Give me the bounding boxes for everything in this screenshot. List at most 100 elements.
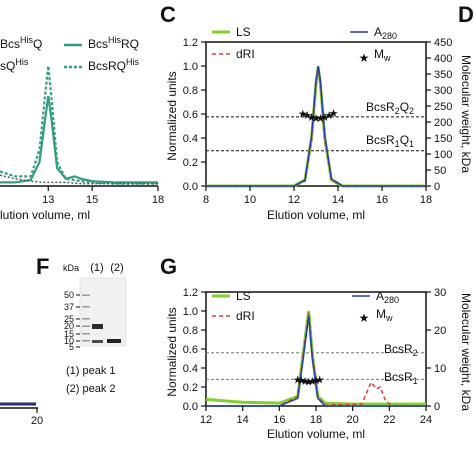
panel-c-y-tick-label: 0.6 xyxy=(183,109,198,121)
panel-c-y2-tick-label: 150 xyxy=(434,133,452,145)
legend-c-ls-label: LS xyxy=(236,25,251,39)
panel-f-letter: F xyxy=(36,254,49,279)
panel-b-x-label: lution volume, ml xyxy=(0,208,90,222)
gel-marker-label: 20 xyxy=(64,321,74,331)
mw-marker: ★ xyxy=(298,108,308,120)
panel-e-fragment: 20 xyxy=(0,402,43,427)
panel-g-x-tick-label: 20 xyxy=(347,414,359,426)
panel-g-x-tick-label: 14 xyxy=(237,414,249,426)
panel-g-ref-label-r2: BcsR2 xyxy=(384,342,418,358)
panel-f-lane-1-label: (1) xyxy=(90,262,103,274)
panel-c-x-tick-label: 10 xyxy=(244,194,256,206)
panel-g-y-tick-label: 0.8 xyxy=(183,325,198,337)
panel-c-y-label: Normalized units xyxy=(165,71,179,160)
gel-marker-label: 37 xyxy=(64,302,74,312)
panel-c-plot-lines: ★★★★★★★★ xyxy=(206,65,426,188)
legend-c-mw-label: Mw xyxy=(374,47,391,63)
panel-c-x-tick-label: 8 xyxy=(203,194,209,206)
panel-c-y2-tick-label: 200 xyxy=(434,117,452,129)
gel-image xyxy=(79,277,127,347)
mw-marker: ★ xyxy=(293,374,303,386)
gel-marker-label: 15 xyxy=(64,329,74,339)
ladder-band xyxy=(82,294,90,296)
panel-b: 13 15 18 lution volume, ml BcsHisQ BcsHisR… xyxy=(0,35,164,222)
panel-c-y2-tick-label: 250 xyxy=(434,101,452,113)
panel-f-lane-2-label: (2) xyxy=(110,262,123,274)
panel-b-x-tick-label: 18 xyxy=(152,194,164,206)
panel-g-y2-label: Molecular weight, kDa xyxy=(459,293,473,411)
gel-band-lane1-upper xyxy=(92,324,103,329)
gel-marker-label: 25 xyxy=(64,314,74,324)
panel-c-y-tick-label: 0.2 xyxy=(183,157,198,169)
gel-marker-label: 5 xyxy=(69,342,74,352)
panel-g-y2-tick-label: 10 xyxy=(434,363,446,375)
gel-band-lane1-lower xyxy=(92,340,103,343)
panel-g-x-tick-label: 12 xyxy=(200,414,212,426)
panel-b-legend: BcsHisQ BcsHisRQ sQHis BcsRQHis xyxy=(0,35,140,73)
panel-g-x-tick-label: 16 xyxy=(273,414,285,426)
mw-marker: ★ xyxy=(300,376,310,388)
panel-g: G ★★★★★★★ 0.00.20.40.60.81.01.2 0102030 … xyxy=(160,254,473,441)
panel-c-y2-tick-label: 400 xyxy=(434,53,452,65)
series-bcsrq-his-line xyxy=(0,95,158,184)
panel-c-legend: LS dRI A280 ★ Mw xyxy=(212,25,397,65)
mw-marker: ★ xyxy=(311,113,321,125)
panel-c-y2-tick-label: 450 xyxy=(434,37,452,49)
panel-c-y2-tick-label: 350 xyxy=(434,69,452,81)
panel-c-y-tick-label: 1.2 xyxy=(183,37,198,49)
panel-g-y-tick-label: 1.0 xyxy=(183,306,198,318)
panel-g-y-tick-label: 1.2 xyxy=(183,287,198,299)
mw-marker: ★ xyxy=(307,112,317,124)
panel-g-legend: LS dRI A280 ★ Mw xyxy=(212,289,399,325)
panel-c-y2-label: Molecular weight, kDa xyxy=(459,55,473,173)
panel-g-y-label: Normalized units xyxy=(165,307,179,396)
panel-g-x-ticks: 12 14 16 18 20 22 24 xyxy=(200,406,432,426)
panel-c-y2-tick-label: 300 xyxy=(434,85,452,97)
legend-c-dri-label: dRI xyxy=(236,47,255,61)
panel-g-y-tick-label: 0.2 xyxy=(183,382,198,394)
panel-g-y-ticks: 0.0 0.2 0.4 0.6 0.8 1.0 1.2 xyxy=(183,287,206,413)
panel-c: C ★★★★★★★★ 0.00.20.40.60.81.01.2 0501001… xyxy=(160,2,473,222)
panel-g-y-tick-label: 0.4 xyxy=(183,363,198,375)
gel-band-lane2 xyxy=(107,339,121,343)
legend-b-item-4: BcsRQHis xyxy=(88,57,140,73)
panel-c-x-tick-label: 16 xyxy=(376,194,388,206)
panel-g-ref-label-r1: BcsR1 xyxy=(384,370,418,386)
mw-marker: ★ xyxy=(315,374,325,386)
mw-marker: ★ xyxy=(324,110,334,122)
panel-b-plot-lines xyxy=(0,65,158,185)
gel-marker-label: 50 xyxy=(64,290,74,300)
ladder-band xyxy=(82,340,90,342)
mw-marker: ★ xyxy=(304,376,314,388)
panel-g-x-tick-label: 22 xyxy=(383,414,395,426)
panel-c-y2-tick-label: 50 xyxy=(434,165,446,177)
panel-g-y-tick-label: 0.6 xyxy=(183,344,198,356)
panel-g-y2-tick-label: 0 xyxy=(434,401,440,413)
ladder-band xyxy=(82,333,90,335)
panel-g-y2-tick-label: 20 xyxy=(434,325,446,337)
panel-g-y2-tick-label: 30 xyxy=(434,287,446,299)
mw-marker: ★ xyxy=(311,375,321,387)
panel-b-x-tick-label: 15 xyxy=(86,194,98,206)
legend-g-mw-swatch: ★ xyxy=(359,311,370,325)
panel-c-ref-label-r1q1: BcsR1Q1 xyxy=(366,133,414,149)
ladder-band xyxy=(82,325,90,327)
ladder-band xyxy=(82,318,90,320)
panel-c-ref-label-r2q2: BcsR2Q2 xyxy=(366,100,414,116)
panel-g-plot-lines: ★★★★★★★ xyxy=(205,310,426,407)
panel-c-x-ticks: 8 10 12 14 16 18 xyxy=(203,186,432,206)
panel-c-y-tick-label: 0.8 xyxy=(183,85,198,97)
gel-ladder xyxy=(82,294,90,342)
panel-c-x-label: Elution volume, ml xyxy=(267,208,365,222)
panel-g-x-label: Elution volume, ml xyxy=(267,427,365,441)
legend-g-dri-label: dRI xyxy=(236,309,255,323)
legend-g-a280-label: A280 xyxy=(376,289,399,305)
legend-c-mw-swatch: ★ xyxy=(359,51,370,65)
panel-c-x-tick-label: 12 xyxy=(288,194,300,206)
panel-g-y2-ticks: 0 10 20 30 xyxy=(426,287,446,413)
panel-b-x-ticks: 13 15 18 xyxy=(42,186,164,206)
legend-b-item-3: sQHis xyxy=(0,57,29,73)
